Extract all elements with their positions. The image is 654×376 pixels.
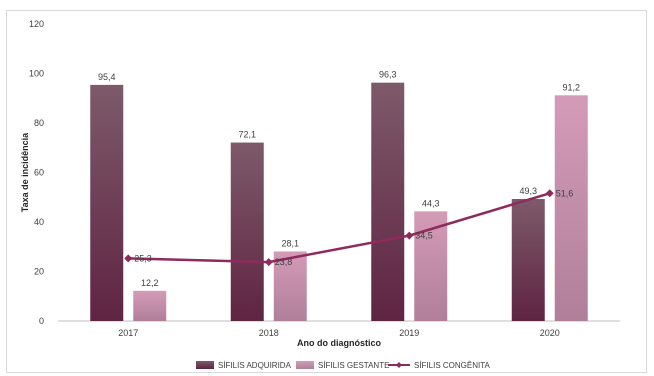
legend-swatch [296,361,314,369]
x-tick-label: 2017 [118,328,138,338]
marker-sifilis-congenita [124,254,133,263]
legend-swatch [196,361,214,369]
legend-item-adquirida: SÍFILIS ADQUIRIDA [196,361,292,370]
y-tick-label: 0 [39,316,44,326]
bar-sifilis-gestante [273,251,307,321]
legend-label: SÍFILIS CONGÊNITA [414,361,491,370]
legend-label: SÍFILIS GESTANTE [318,361,389,370]
legend-item-congenita: SÍFILIS CONGÊNITA [388,361,491,370]
legend-item-gestante: SÍFILIS GESTANTE [296,361,389,370]
x-tick-label: 2019 [399,328,419,338]
data-label-gestante: 44,3 [422,198,440,208]
data-label-adquirida: 72,1 [238,130,256,140]
legend: SÍFILIS ADQUIRIDA SÍFILIS GESTANTE SÍFILIS… [196,361,491,370]
marker-sifilis-congenita [264,258,273,267]
x-tick-label: 2018 [259,328,279,338]
y-tick-label: 120 [29,19,44,29]
data-label-congenita: 25,3 [134,253,152,263]
data-label-adquirida: 96,3 [379,70,397,80]
y-tick-label: 20 [34,267,44,277]
y-axis-title: Taxa de incidência [20,132,30,212]
bar-sifilis-adquirida [230,142,264,321]
marker-sifilis-congenita [405,231,414,240]
y-tick-label: 60 [34,168,44,178]
bar-sifilis-gestante [414,211,448,321]
y-tick-label: 80 [34,118,44,128]
data-label-congenita: 23,8 [275,257,293,267]
legend-marker [396,362,402,368]
data-label-gestante: 12,2 [141,278,159,288]
marker-sifilis-congenita [545,189,554,198]
bar-sifilis-adquirida [371,82,405,321]
x-tick-label: 2020 [540,328,560,338]
bar-sifilis-adquirida [90,84,124,321]
data-label-adquirida: 95,4 [98,72,116,82]
data-label-adquirida: 49,3 [519,186,537,196]
bar-sifilis-gestante [133,290,167,321]
y-tick-label: 40 [34,217,44,227]
data-label-gestante: 91,2 [562,82,580,92]
data-label-gestante: 28,1 [281,238,299,248]
data-label-congenita: 51,6 [556,188,574,198]
y-tick-label: 100 [29,69,44,79]
line-sifilis-congenita [128,192,551,264]
x-axis-title: Ano do diagnóstico [297,338,381,348]
bar-sifilis-adquirida [511,198,545,321]
legend-label: SÍFILIS ADQUIRIDA [218,361,292,370]
data-label-congenita: 34,5 [415,231,433,241]
bar-sifilis-gestante [554,95,588,321]
